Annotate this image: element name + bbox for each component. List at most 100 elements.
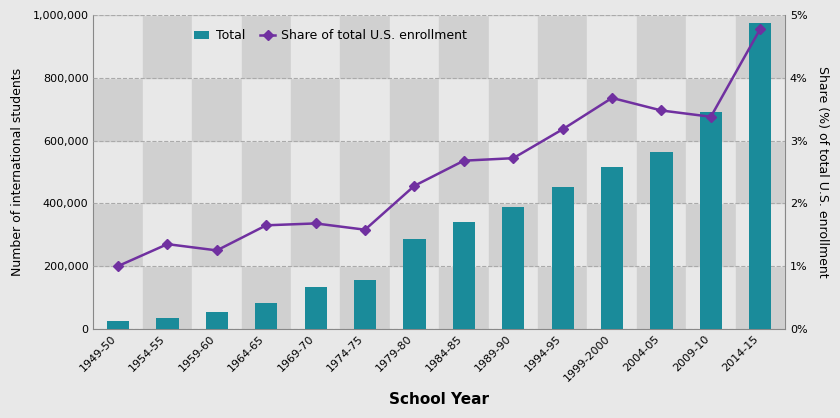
Bar: [601, 167, 623, 329]
Bar: [291, 15, 340, 78]
Bar: [291, 266, 340, 329]
Bar: [439, 266, 489, 329]
Bar: [749, 23, 771, 329]
Bar: [192, 15, 242, 78]
Bar: [403, 239, 426, 329]
Bar: [206, 312, 228, 329]
Bar: [736, 78, 785, 140]
Bar: [686, 0, 736, 15]
Y-axis label: Number of international students: Number of international students: [11, 68, 24, 276]
Bar: [390, 0, 439, 15]
Bar: [340, 266, 390, 329]
Bar: [439, 0, 489, 15]
Bar: [242, 140, 291, 203]
Share of total U.S. enrollment: [755, 26, 765, 31]
Bar: [242, 266, 291, 329]
Bar: [736, 140, 785, 203]
Bar: [686, 15, 736, 78]
Bar: [587, 78, 637, 140]
Bar: [93, 266, 143, 329]
Bar: [587, 203, 637, 266]
Bar: [93, 78, 143, 140]
Bar: [340, 140, 390, 203]
Bar: [587, 140, 637, 203]
Bar: [489, 0, 538, 15]
Bar: [242, 203, 291, 266]
Share of total U.S. enrollment: [261, 223, 271, 228]
Bar: [390, 266, 439, 329]
Bar: [587, 0, 637, 15]
Bar: [489, 15, 538, 78]
Bar: [291, 140, 340, 203]
Bar: [834, 266, 840, 329]
Bar: [93, 0, 143, 15]
Bar: [439, 15, 489, 78]
Bar: [192, 78, 242, 140]
Bar: [736, 266, 785, 329]
Bar: [538, 266, 587, 329]
Share of total U.S. enrollment: [706, 114, 716, 119]
Share of total U.S. enrollment: [558, 127, 568, 132]
Bar: [587, 15, 637, 78]
Bar: [834, 15, 840, 78]
Bar: [587, 266, 637, 329]
Bar: [538, 140, 587, 203]
Bar: [143, 0, 192, 15]
Bar: [834, 78, 840, 140]
Bar: [736, 203, 785, 266]
Bar: [834, 0, 840, 15]
Share of total U.S. enrollment: [409, 183, 419, 188]
Bar: [143, 78, 192, 140]
Bar: [489, 203, 538, 266]
Bar: [143, 203, 192, 266]
Bar: [390, 78, 439, 140]
Bar: [340, 203, 390, 266]
Bar: [305, 286, 327, 329]
Bar: [340, 78, 390, 140]
Bar: [192, 266, 242, 329]
Bar: [686, 140, 736, 203]
Bar: [340, 0, 390, 15]
Bar: [552, 187, 574, 329]
Bar: [736, 0, 785, 15]
Bar: [538, 15, 587, 78]
Share of total U.S. enrollment: [508, 155, 518, 161]
Bar: [489, 140, 538, 203]
Bar: [453, 222, 475, 329]
Bar: [538, 203, 587, 266]
Bar: [439, 203, 489, 266]
Bar: [107, 321, 129, 329]
Bar: [637, 0, 686, 15]
Share of total U.S. enrollment: [113, 264, 123, 269]
Share of total U.S. enrollment: [311, 221, 321, 226]
Y-axis label: Share (%) of total U.S. enrollment: Share (%) of total U.S. enrollment: [816, 66, 829, 278]
Bar: [340, 15, 390, 78]
Bar: [834, 203, 840, 266]
Share of total U.S. enrollment: [360, 227, 370, 232]
Bar: [785, 266, 834, 329]
Bar: [242, 78, 291, 140]
Bar: [242, 0, 291, 15]
Bar: [538, 0, 587, 15]
Bar: [143, 140, 192, 203]
Bar: [785, 140, 834, 203]
Bar: [255, 303, 277, 329]
Bar: [291, 78, 340, 140]
Bar: [785, 78, 834, 140]
Bar: [489, 266, 538, 329]
Bar: [489, 78, 538, 140]
Bar: [785, 0, 834, 15]
Bar: [192, 203, 242, 266]
Bar: [93, 140, 143, 203]
Bar: [390, 203, 439, 266]
Share of total U.S. enrollment: [459, 158, 469, 163]
Bar: [538, 78, 587, 140]
Bar: [700, 112, 722, 329]
Bar: [192, 0, 242, 15]
Bar: [785, 203, 834, 266]
Legend: Total, Share of total U.S. enrollment: Total, Share of total U.S. enrollment: [190, 25, 472, 48]
Bar: [242, 15, 291, 78]
Bar: [785, 15, 834, 78]
Bar: [291, 0, 340, 15]
Share of total U.S. enrollment: [162, 242, 172, 247]
